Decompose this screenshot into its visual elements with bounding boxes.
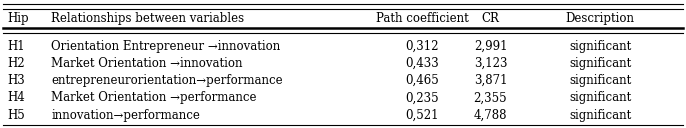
Text: H3: H3: [7, 74, 25, 87]
Text: significant: significant: [569, 74, 631, 87]
Text: 4,788: 4,788: [474, 109, 507, 122]
Text: 0,235: 0,235: [405, 91, 439, 104]
Text: 3,123: 3,123: [474, 57, 507, 70]
Text: 0,312: 0,312: [405, 40, 438, 53]
Text: Market Orientation →performance: Market Orientation →performance: [51, 91, 257, 104]
Text: Description: Description: [566, 12, 635, 25]
Text: 0,433: 0,433: [405, 57, 439, 70]
Text: significant: significant: [569, 57, 631, 70]
Text: Relationships between variables: Relationships between variables: [51, 12, 245, 25]
Text: entrepreneurorientation→performance: entrepreneurorientation→performance: [51, 74, 283, 87]
Text: significant: significant: [569, 40, 631, 53]
Text: significant: significant: [569, 91, 631, 104]
Text: H4: H4: [7, 91, 25, 104]
Text: H5: H5: [7, 109, 25, 122]
Text: CR: CR: [482, 12, 499, 25]
Text: Path coefficient: Path coefficient: [375, 12, 469, 25]
Text: Hip: Hip: [7, 12, 29, 25]
Text: 2,991: 2,991: [474, 40, 507, 53]
Text: 3,871: 3,871: [474, 74, 507, 87]
Text: Orientation Entrepreneur →innovation: Orientation Entrepreneur →innovation: [51, 40, 281, 53]
Text: Market Orientation →innovation: Market Orientation →innovation: [51, 57, 243, 70]
Text: H1: H1: [7, 40, 25, 53]
Text: significant: significant: [569, 109, 631, 122]
Text: innovation→performance: innovation→performance: [51, 109, 200, 122]
Text: 0,465: 0,465: [405, 74, 439, 87]
Text: 2,355: 2,355: [473, 91, 508, 104]
Text: H2: H2: [7, 57, 25, 70]
Text: 0,521: 0,521: [405, 109, 438, 122]
